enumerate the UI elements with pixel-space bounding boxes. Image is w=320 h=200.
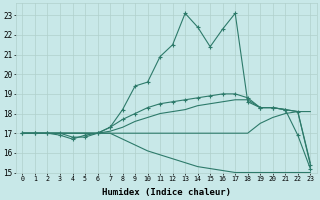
X-axis label: Humidex (Indice chaleur): Humidex (Indice chaleur): [102, 188, 231, 197]
